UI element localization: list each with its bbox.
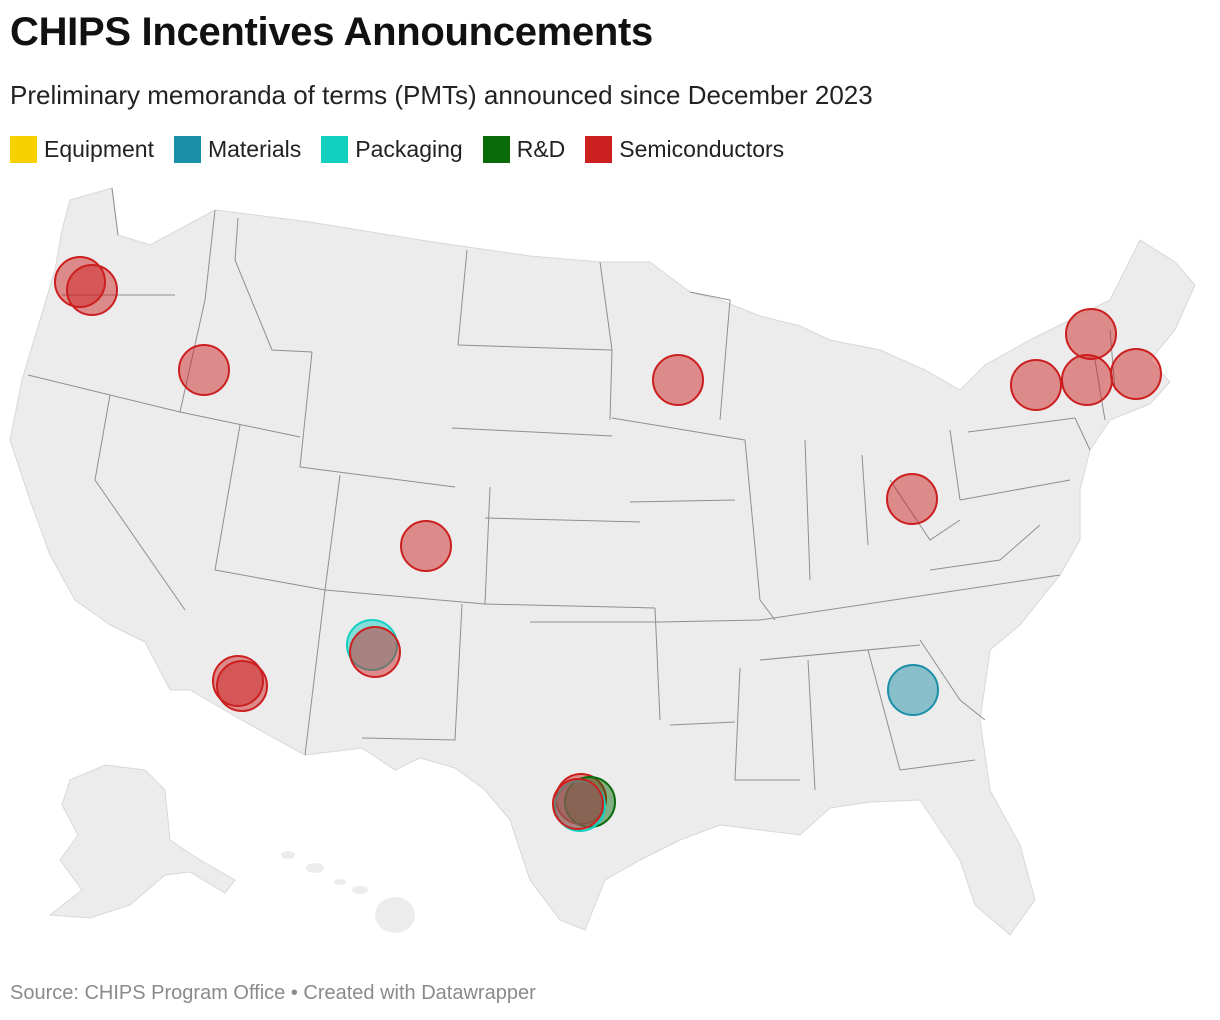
marker-semiconductors-new-york[interactable] xyxy=(1061,354,1113,406)
alaska-land xyxy=(48,764,236,919)
legend-item-semiconductors: Semiconductors xyxy=(585,136,784,163)
us-map xyxy=(0,180,1220,960)
marker-packaging-texas[interactable] xyxy=(554,780,606,832)
marker-semiconductors-new-york[interactable] xyxy=(1010,359,1062,411)
legend-swatch-materials xyxy=(173,136,201,163)
marker-materials-georgia[interactable] xyxy=(887,664,939,716)
us-map-svg xyxy=(9,187,1196,936)
chart-subtitle: Preliminary memoranda of terms (PMTs) an… xyxy=(10,80,873,110)
hawaii-land xyxy=(281,851,415,933)
legend-swatch-rd xyxy=(482,136,510,163)
marker-semiconductors-ohio[interactable] xyxy=(886,473,938,525)
state-borders xyxy=(27,187,1116,791)
legend-swatch-semiconductors xyxy=(585,136,613,163)
marker-semiconductors-colorado[interactable] xyxy=(400,520,452,572)
legend-label-materials: Materials xyxy=(207,136,302,162)
markers-layer xyxy=(54,256,1162,832)
chart-title: CHIPS Incentives Announcements xyxy=(10,10,653,54)
legend-swatch-equipment xyxy=(10,136,37,163)
legend-item-materials: Materials xyxy=(173,136,302,163)
marker-semiconductors-massachusetts[interactable] xyxy=(1110,348,1162,400)
source-note: Source: CHIPS Program Office • Created w… xyxy=(10,982,536,1004)
legend-label-semiconductors: Semiconductors xyxy=(619,136,785,162)
legend-item-rd: R&D xyxy=(482,136,566,163)
legend: Equipment Materials Packaging R&D Semico… xyxy=(10,136,784,163)
marker-semiconductors-minnesota[interactable] xyxy=(652,354,704,406)
legend-item-packaging: Packaging xyxy=(321,136,463,163)
marker-semiconductors-new-york[interactable] xyxy=(1065,308,1117,360)
marker-semiconductors-arizona[interactable] xyxy=(216,660,268,712)
legend-label-equipment: Equipment xyxy=(44,136,154,162)
marker-semiconductors-idaho[interactable] xyxy=(178,344,230,396)
marker-semiconductors-oregon[interactable] xyxy=(66,264,118,316)
legend-label-rd: R&D xyxy=(516,136,566,162)
marker-semiconductors-texas[interactable] xyxy=(552,778,604,830)
marker-semiconductors-new-mexico[interactable] xyxy=(349,626,401,678)
legend-swatch-packaging xyxy=(321,136,349,163)
legend-label-packaging: Packaging xyxy=(355,136,463,162)
legend-item-equipment: Equipment xyxy=(10,136,154,163)
